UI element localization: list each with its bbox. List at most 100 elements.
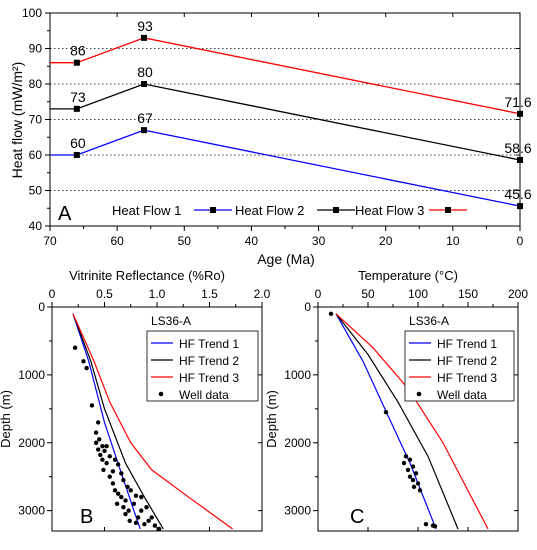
x-tick-label: 0.5 — [96, 287, 113, 301]
well-data-point — [112, 457, 118, 462]
well-data-point — [115, 491, 121, 496]
well-data-point — [403, 454, 409, 459]
legend-label: HF Trend 2 — [179, 354, 239, 368]
x-tick-label: 1.0 — [149, 287, 166, 301]
legend-label: Heat Flow 1 — [112, 203, 181, 218]
series-line — [50, 129, 521, 207]
x-tick-label: 100 — [408, 287, 428, 301]
well-data-point — [114, 501, 120, 507]
data-label: 58.6 — [504, 140, 531, 156]
well-data-point — [100, 443, 105, 449]
x-tick-label: 10 — [446, 234, 460, 248]
well-data-point — [383, 410, 389, 415]
well-data-point — [432, 524, 438, 529]
well-data-point — [123, 498, 128, 503]
well-data-point — [142, 522, 147, 527]
y-axis-label: Depth (m) — [264, 390, 279, 448]
well-data-point — [149, 515, 154, 520]
x-tick-label: 30 — [312, 234, 326, 248]
well-data-point — [133, 493, 139, 498]
panel-letter: C — [350, 506, 364, 528]
data-label: 71.6 — [504, 94, 531, 110]
y-tick-label: 2000 — [18, 436, 45, 450]
well-data-point — [135, 515, 141, 520]
well-data-point — [96, 420, 101, 425]
data-label: 60 — [70, 135, 86, 151]
well-data-point — [72, 345, 78, 350]
data-marker — [73, 152, 80, 158]
well-data-point — [98, 452, 103, 458]
x-axis-label: Age (Ma) — [257, 251, 315, 267]
x-tick-label: 50 — [178, 234, 192, 248]
well-data-point — [411, 484, 417, 490]
well-data-point — [110, 481, 116, 486]
y-tick-label: 1000 — [18, 368, 45, 382]
well-data-point — [115, 462, 121, 467]
x-tick-label: 150 — [458, 287, 478, 301]
chart-title: LS36-A — [409, 314, 449, 328]
data-marker — [73, 59, 80, 66]
x-axis-label: Vitrinite Reflectance (%Ro) — [69, 268, 225, 283]
data-marker — [517, 110, 523, 117]
x-tick-label: 0 — [517, 234, 524, 248]
data-marker — [73, 105, 80, 112]
legend-marker — [158, 391, 164, 397]
well-data-point — [133, 520, 139, 526]
well-data-point — [119, 471, 124, 476]
y-tick-label: 0 — [304, 300, 311, 314]
well-data-point — [152, 523, 158, 528]
well-data-point — [107, 454, 112, 459]
well-data-point — [146, 518, 151, 524]
legend-label: Heat Flow 3 — [355, 203, 424, 218]
well-data-point — [110, 469, 116, 474]
well-data-point — [410, 464, 416, 469]
well-data-point — [139, 508, 144, 513]
well-data-point — [81, 359, 86, 364]
well-data-point — [415, 481, 421, 486]
x-tick-label: 50 — [361, 287, 375, 301]
well-data-point — [127, 518, 132, 524]
y-tick-label: 1000 — [284, 368, 311, 382]
legend-marker — [445, 207, 451, 213]
well-data-point — [128, 488, 133, 493]
well-data-point — [139, 494, 144, 500]
x-axis-label: Temperature (°C) — [358, 268, 458, 283]
well-data-point — [413, 471, 419, 476]
panel-letter: B — [80, 506, 93, 528]
trend-line — [72, 313, 233, 530]
well-data-point — [100, 457, 105, 462]
legend-label: HF Trend 1 — [179, 337, 239, 351]
y-tick-label: 50 — [29, 184, 43, 198]
well-data-point — [97, 437, 102, 442]
x-tick-label: 0 — [49, 287, 56, 301]
data-marker — [517, 156, 523, 163]
well-data-point — [89, 403, 95, 408]
y-axis-label: Depth (m) — [0, 390, 13, 448]
well-data-point — [328, 311, 334, 316]
x-tick-label: 70 — [43, 234, 57, 248]
legend-label: Well data — [179, 388, 229, 402]
data-label: 67 — [137, 110, 153, 126]
well-data-point — [93, 440, 99, 445]
plot-frame — [49, 12, 521, 227]
well-data-point — [96, 447, 101, 452]
legend-marker — [210, 207, 216, 213]
vitrinite-reflectance-chart: 0 0.5 1.0 1.5 2.0 0 1000 2000 3000 Vitrinite Refl… — [0, 268, 271, 532]
legend-label: HF Trend 3 — [179, 371, 239, 385]
well-data-point — [121, 505, 126, 510]
legend-label: HF Trend 2 — [437, 354, 497, 368]
data-label: 45.6 — [504, 186, 531, 202]
panel-letter: A — [58, 203, 72, 225]
well-data-point — [407, 474, 413, 479]
well-data-point — [423, 522, 429, 527]
legend-marker — [416, 391, 422, 397]
well-data-point — [156, 526, 162, 532]
well-data-point — [93, 430, 99, 435]
well-data-point — [126, 508, 131, 513]
y-tick-label: 100 — [22, 6, 42, 20]
x-tick-label: 20 — [379, 234, 393, 248]
y-tick-label: 70 — [29, 113, 43, 127]
y-tick-label: 0 — [38, 300, 45, 314]
